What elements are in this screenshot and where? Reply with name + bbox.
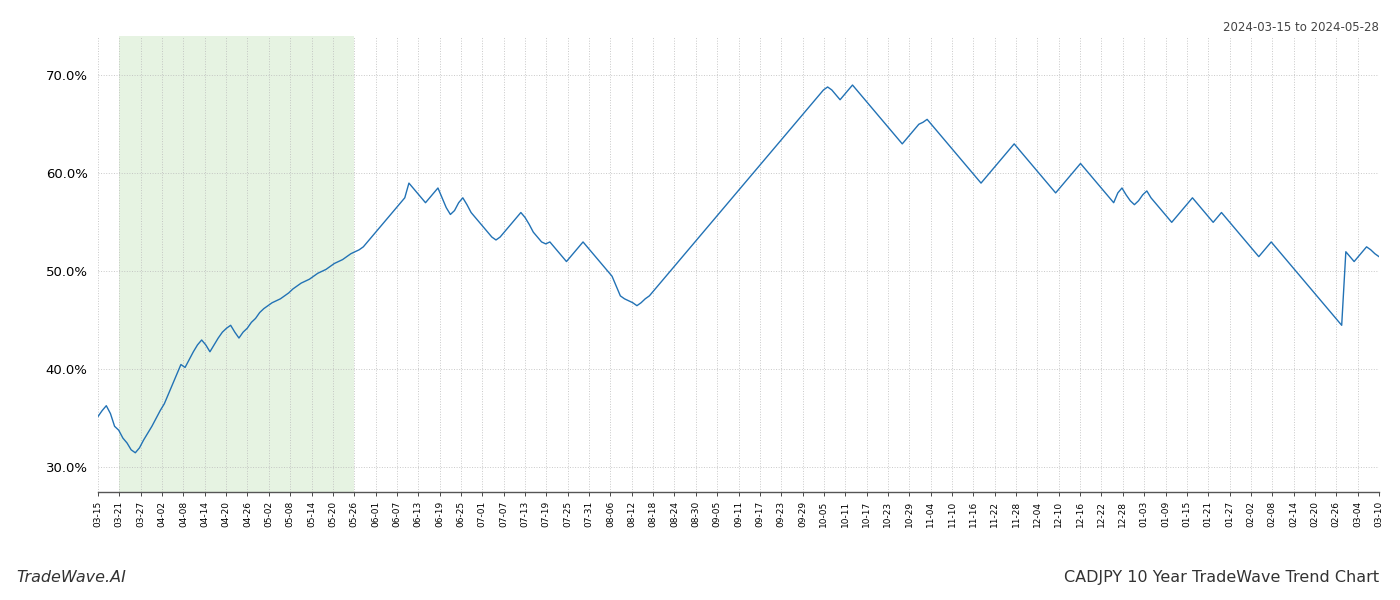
Text: TradeWave.AI: TradeWave.AI [17, 570, 126, 585]
Text: CADJPY 10 Year TradeWave Trend Chart: CADJPY 10 Year TradeWave Trend Chart [1064, 570, 1379, 585]
Text: 2024-03-15 to 2024-05-28: 2024-03-15 to 2024-05-28 [1224, 21, 1379, 34]
Bar [119, 36, 354, 492]
